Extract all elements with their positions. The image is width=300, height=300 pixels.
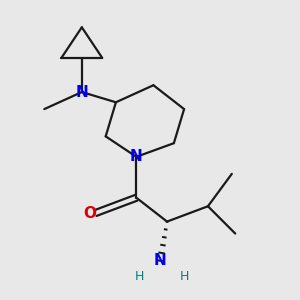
Text: N: N bbox=[75, 85, 88, 100]
Text: N: N bbox=[130, 149, 143, 164]
Text: H: H bbox=[179, 270, 189, 283]
Text: H: H bbox=[135, 270, 145, 283]
Text: O: O bbox=[83, 206, 96, 220]
Text: N: N bbox=[154, 253, 167, 268]
